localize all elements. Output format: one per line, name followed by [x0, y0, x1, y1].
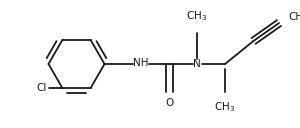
Text: CH$_3$: CH$_3$ — [214, 100, 236, 114]
Text: NH: NH — [133, 58, 149, 68]
Text: Cl: Cl — [36, 83, 46, 93]
Text: N: N — [193, 59, 200, 69]
Text: CH: CH — [288, 12, 300, 22]
Text: O: O — [165, 98, 174, 108]
Text: CH$_3$: CH$_3$ — [186, 9, 207, 23]
